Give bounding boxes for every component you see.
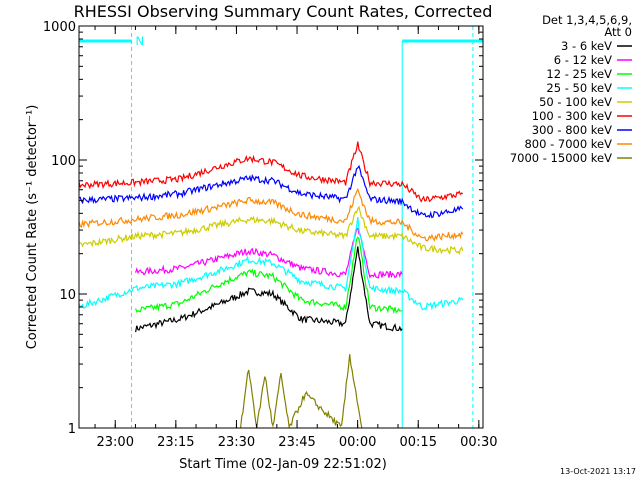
plot-frame <box>78 25 484 429</box>
x-tick-label: 23:45 <box>278 435 315 450</box>
x-tick-label: 00:15 <box>400 435 437 450</box>
plot-area: N 1 10 100 1000 23:00 23:15 23:30 23:45 00:00 00:1… <box>43 20 498 450</box>
x-tick-label: 00:30 <box>460 435 497 450</box>
series-line <box>78 187 464 242</box>
legend-entry-label: 50 - 100 keV <box>539 95 612 109</box>
y-tick-label: 1 <box>68 422 76 437</box>
x-tick-label: 23:15 <box>157 435 194 450</box>
legend-header: Det 1,3,4,5,6,9, <box>542 13 632 27</box>
legend-header: Att 0 <box>604 25 632 39</box>
night-flag-label: N <box>136 34 145 48</box>
series-line <box>135 236 403 315</box>
y-tick-label: 10 <box>59 288 76 303</box>
series-line <box>78 164 464 219</box>
legend-entry-label: 3 - 6 keV <box>561 39 612 53</box>
x-tick-label: 23:00 <box>97 435 134 450</box>
series-line <box>78 217 464 311</box>
legend-entry-label: 100 - 300 keV <box>532 109 612 123</box>
y-axis-label: Corrected Count Rate (s⁻¹ detector⁻¹) <box>25 105 40 350</box>
legend-entry-label: 25 - 50 keV <box>546 81 612 95</box>
x-tick-label: 23:30 <box>218 435 255 450</box>
series-line <box>135 246 403 333</box>
y-tick-label: 1000 <box>43 20 76 35</box>
legend-entry-label: 12 - 25 keV <box>546 67 612 81</box>
x-axis-label: Start Time (02-Jan-09 22:51:02) <box>179 457 387 472</box>
chart-title: RHESSI Observing Summary Count Rates, Co… <box>74 2 493 21</box>
series-line <box>240 354 363 429</box>
series-line <box>78 205 464 256</box>
y-tick-label: 100 <box>51 154 76 169</box>
series-line <box>135 227 403 279</box>
x-tick-label: 00:00 <box>339 435 376 450</box>
legend-entry-label: 300 - 800 keV <box>532 123 612 137</box>
legend-entry-label: 6 - 12 keV <box>554 53 612 67</box>
legend-entry-label: 800 - 7000 keV <box>524 137 612 151</box>
legend-entry-label: 7000 - 15000 keV <box>510 151 612 165</box>
footer-date: 13-Oct-2021 13:17 <box>560 467 636 476</box>
series-line <box>78 141 464 203</box>
